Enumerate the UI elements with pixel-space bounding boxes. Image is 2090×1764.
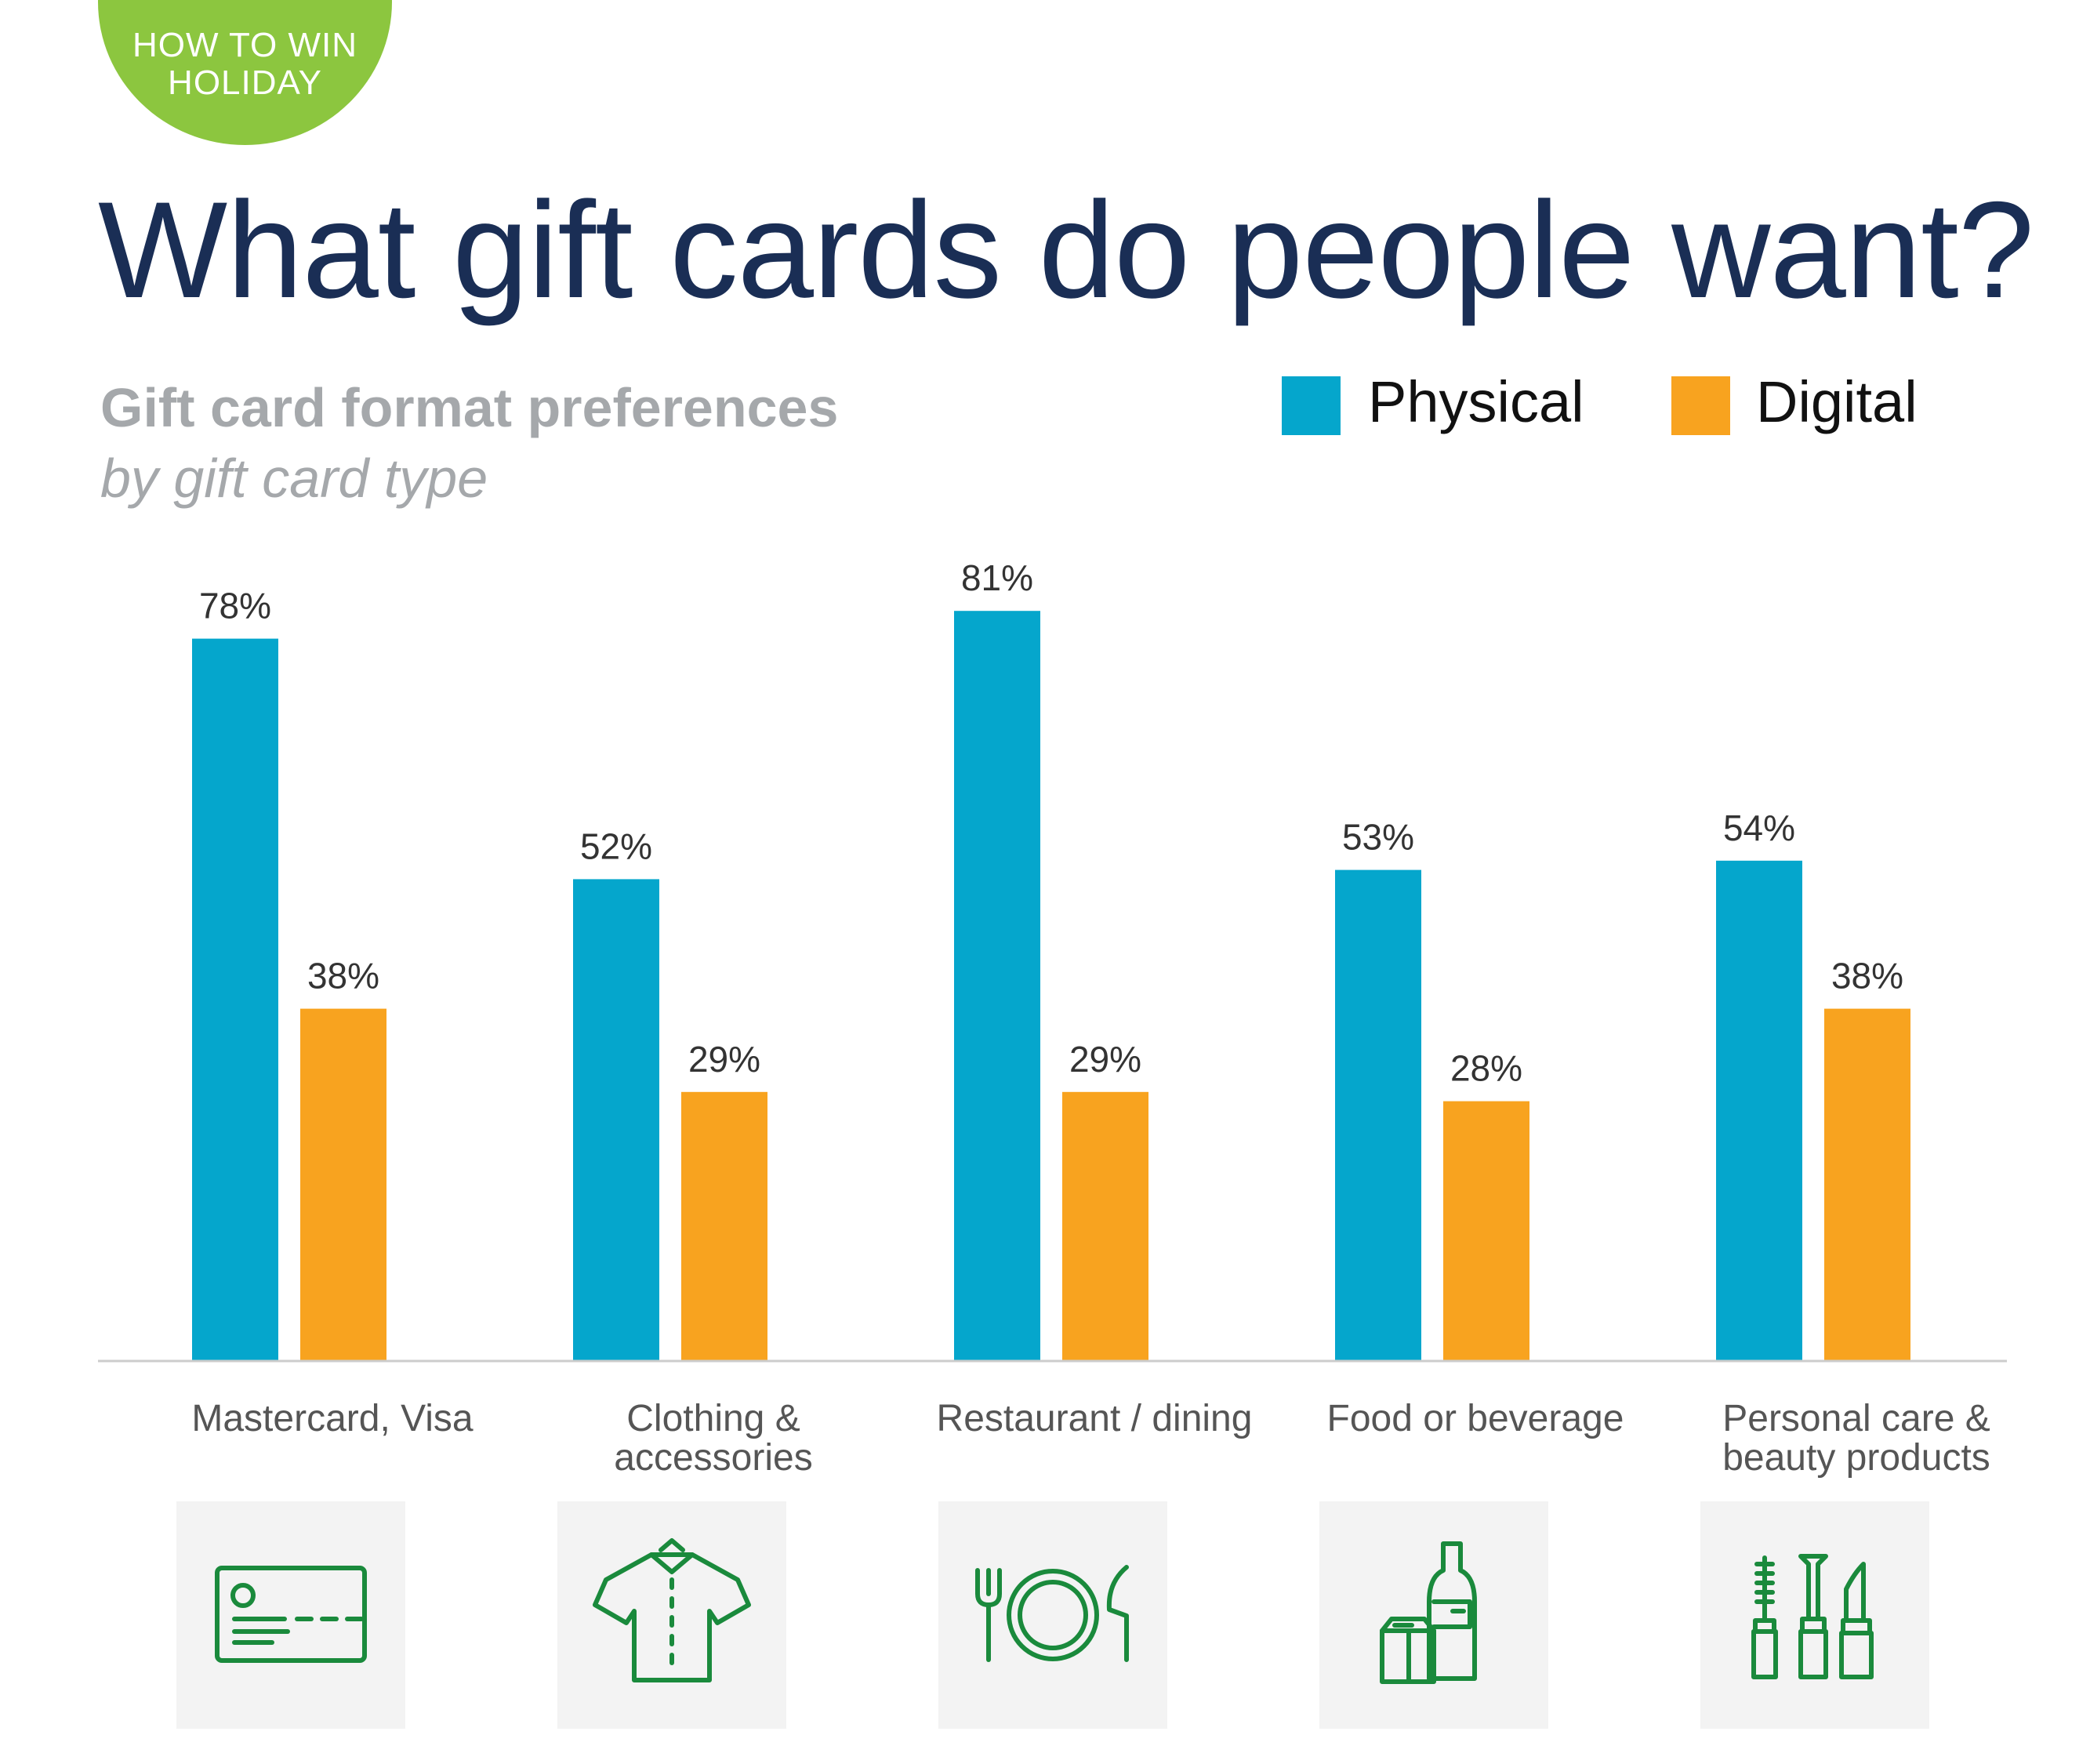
chart-title: Gift card format preferences (100, 377, 839, 438)
data-label-physical: 52% (580, 826, 652, 866)
tile-food-beverage (1319, 1501, 1548, 1729)
legend-label-physical: Physical (1368, 369, 1584, 434)
category-label: Clothing & (626, 1398, 800, 1439)
data-label-physical: 53% (1342, 817, 1414, 858)
bar-digital (681, 1091, 767, 1360)
category-label: Personal care & (1722, 1398, 1990, 1439)
tile-personal-care (1700, 1501, 1929, 1729)
credit-card-icon (215, 1566, 367, 1663)
page-title: What gift cards do people want? (98, 174, 2034, 327)
data-label-digital: 28% (1450, 1048, 1522, 1089)
category-label: Food or beverage (1327, 1398, 1624, 1439)
data-label-digital: 29% (688, 1039, 760, 1080)
category-label: accessories (614, 1437, 812, 1479)
data-label-digital: 29% (1069, 1039, 1141, 1080)
bar-digital (1443, 1101, 1529, 1360)
bar-physical (954, 611, 1040, 1360)
badge-line-1: HOW TO WIN (132, 26, 358, 64)
chart-subtitle: by gift card type (100, 448, 488, 509)
bar-physical (573, 879, 659, 1360)
plate-cutlery-icon (975, 1565, 1129, 1662)
category-label: Mastercard, Visa (191, 1398, 474, 1439)
bar-physical (1716, 860, 1802, 1360)
data-label-digital: 38% (307, 956, 379, 996)
badge-text: HOW TO WIN HOLIDAY (118, 27, 372, 102)
category-label: Restaurant / dining (937, 1398, 1253, 1439)
shirt-icon (593, 1538, 751, 1682)
cosmetics-icon (1751, 1554, 1874, 1679)
tile-clothing (557, 1501, 786, 1729)
bar-digital (300, 1008, 386, 1360)
tile-restaurant (938, 1501, 1167, 1729)
tile-credit-card (176, 1501, 405, 1729)
data-label-physical: 78% (199, 586, 271, 626)
legend-label-digital: Digital (1756, 369, 1918, 434)
legend-swatch-physical (1282, 376, 1341, 435)
data-label-physical: 54% (1723, 808, 1795, 848)
groceries-icon (1380, 1541, 1477, 1684)
data-label-digital: 38% (1831, 956, 1903, 996)
category-label: beauty products (1722, 1437, 1990, 1479)
legend-swatch-digital (1671, 376, 1730, 435)
data-label-physical: 81% (961, 557, 1033, 598)
bar-physical (1335, 869, 1421, 1360)
bar-physical (192, 638, 278, 1360)
bar-digital (1824, 1008, 1910, 1360)
badge-line-2: HOLIDAY (168, 64, 322, 102)
bar-digital (1062, 1091, 1148, 1360)
